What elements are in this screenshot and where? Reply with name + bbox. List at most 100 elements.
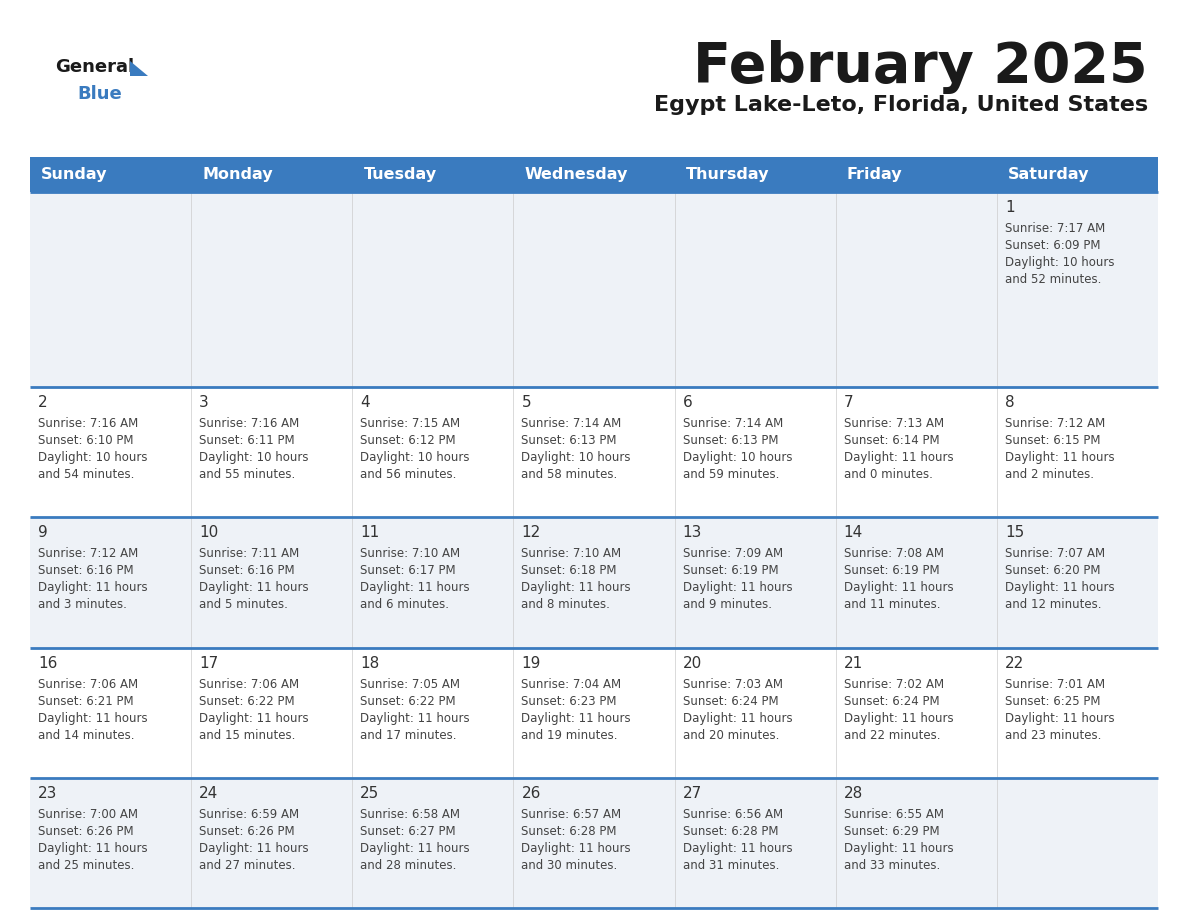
Text: Sunrise: 6:55 AM: Sunrise: 6:55 AM — [843, 808, 943, 821]
Text: Daylight: 11 hours: Daylight: 11 hours — [1005, 452, 1114, 465]
Text: and 31 minutes.: and 31 minutes. — [683, 859, 779, 872]
Text: Sunset: 6:27 PM: Sunset: 6:27 PM — [360, 824, 456, 838]
Text: and 12 minutes.: and 12 minutes. — [1005, 599, 1101, 611]
Text: Daylight: 11 hours: Daylight: 11 hours — [38, 842, 147, 855]
Text: Sunrise: 7:12 AM: Sunrise: 7:12 AM — [1005, 418, 1105, 431]
Text: Sunrise: 7:02 AM: Sunrise: 7:02 AM — [843, 677, 943, 690]
Text: Sunrise: 7:10 AM: Sunrise: 7:10 AM — [522, 547, 621, 561]
Text: and 6 minutes.: and 6 minutes. — [360, 599, 449, 611]
Text: and 17 minutes.: and 17 minutes. — [360, 729, 456, 742]
Text: Daylight: 11 hours: Daylight: 11 hours — [200, 842, 309, 855]
Text: Daylight: 11 hours: Daylight: 11 hours — [38, 581, 147, 595]
Text: Sunset: 6:10 PM: Sunset: 6:10 PM — [38, 434, 133, 447]
Text: Daylight: 10 hours: Daylight: 10 hours — [683, 452, 792, 465]
Text: 15: 15 — [1005, 525, 1024, 541]
Text: and 15 minutes.: and 15 minutes. — [200, 729, 296, 742]
Text: and 28 minutes.: and 28 minutes. — [360, 859, 456, 872]
Text: Friday: Friday — [847, 167, 903, 182]
Bar — [30, 387, 1158, 518]
Text: 2: 2 — [38, 396, 48, 410]
Text: 3: 3 — [200, 396, 209, 410]
Text: 1: 1 — [1005, 200, 1015, 215]
Text: 26: 26 — [522, 786, 541, 800]
Text: Monday: Monday — [202, 167, 273, 182]
Text: Sunrise: 7:03 AM: Sunrise: 7:03 AM — [683, 677, 783, 690]
Text: and 22 minutes.: and 22 minutes. — [843, 729, 940, 742]
Text: and 58 minutes.: and 58 minutes. — [522, 468, 618, 481]
Text: Sunset: 6:18 PM: Sunset: 6:18 PM — [522, 565, 617, 577]
Text: Sunset: 6:19 PM: Sunset: 6:19 PM — [683, 565, 778, 577]
Bar — [30, 518, 1158, 647]
Text: 27: 27 — [683, 786, 702, 800]
Text: February 2025: February 2025 — [694, 40, 1148, 94]
Text: Sunrise: 7:16 AM: Sunrise: 7:16 AM — [38, 418, 138, 431]
Text: Sunrise: 7:15 AM: Sunrise: 7:15 AM — [360, 418, 461, 431]
Text: Sunrise: 7:05 AM: Sunrise: 7:05 AM — [360, 677, 460, 690]
Text: and 54 minutes.: and 54 minutes. — [38, 468, 134, 481]
Text: 24: 24 — [200, 786, 219, 800]
Text: Egypt Lake-Leto, Florida, United States: Egypt Lake-Leto, Florida, United States — [653, 95, 1148, 115]
Text: Daylight: 10 hours: Daylight: 10 hours — [38, 452, 147, 465]
Text: Sunset: 6:14 PM: Sunset: 6:14 PM — [843, 434, 940, 447]
Text: Sunrise: 7:06 AM: Sunrise: 7:06 AM — [200, 677, 299, 690]
Text: and 9 minutes.: and 9 minutes. — [683, 599, 771, 611]
Text: Daylight: 11 hours: Daylight: 11 hours — [1005, 711, 1114, 724]
Text: and 5 minutes.: and 5 minutes. — [200, 599, 287, 611]
Text: Wednesday: Wednesday — [525, 167, 628, 182]
Text: Sunset: 6:29 PM: Sunset: 6:29 PM — [843, 824, 940, 838]
Text: Sunrise: 6:58 AM: Sunrise: 6:58 AM — [360, 808, 460, 821]
Text: and 55 minutes.: and 55 minutes. — [200, 468, 296, 481]
Text: Sunset: 6:17 PM: Sunset: 6:17 PM — [360, 565, 456, 577]
Text: and 56 minutes.: and 56 minutes. — [360, 468, 456, 481]
Text: Sunrise: 7:12 AM: Sunrise: 7:12 AM — [38, 547, 138, 561]
Text: Daylight: 11 hours: Daylight: 11 hours — [843, 842, 953, 855]
Text: 7: 7 — [843, 396, 853, 410]
Text: Sunrise: 6:56 AM: Sunrise: 6:56 AM — [683, 808, 783, 821]
Text: 14: 14 — [843, 525, 862, 541]
Text: Sunrise: 7:00 AM: Sunrise: 7:00 AM — [38, 808, 138, 821]
Text: 21: 21 — [843, 655, 862, 671]
Text: 9: 9 — [38, 525, 48, 541]
Text: Daylight: 11 hours: Daylight: 11 hours — [360, 711, 470, 724]
Text: Daylight: 10 hours: Daylight: 10 hours — [360, 452, 469, 465]
Text: and 52 minutes.: and 52 minutes. — [1005, 273, 1101, 286]
Text: and 14 minutes.: and 14 minutes. — [38, 729, 134, 742]
Text: and 0 minutes.: and 0 minutes. — [843, 468, 933, 481]
Text: Sunday: Sunday — [42, 167, 108, 182]
Text: Sunrise: 7:06 AM: Sunrise: 7:06 AM — [38, 677, 138, 690]
Text: and 25 minutes.: and 25 minutes. — [38, 859, 134, 872]
Text: 12: 12 — [522, 525, 541, 541]
Text: 17: 17 — [200, 655, 219, 671]
Text: Sunrise: 7:09 AM: Sunrise: 7:09 AM — [683, 547, 783, 561]
Text: Sunset: 6:19 PM: Sunset: 6:19 PM — [843, 565, 940, 577]
Text: Daylight: 11 hours: Daylight: 11 hours — [1005, 581, 1114, 595]
Text: Daylight: 11 hours: Daylight: 11 hours — [38, 711, 147, 724]
Text: and 59 minutes.: and 59 minutes. — [683, 468, 779, 481]
Text: Sunrise: 7:10 AM: Sunrise: 7:10 AM — [360, 547, 461, 561]
Text: Daylight: 10 hours: Daylight: 10 hours — [1005, 256, 1114, 269]
Text: Sunrise: 7:08 AM: Sunrise: 7:08 AM — [843, 547, 943, 561]
Text: 5: 5 — [522, 396, 531, 410]
Text: Daylight: 11 hours: Daylight: 11 hours — [843, 581, 953, 595]
Text: 16: 16 — [38, 655, 57, 671]
Text: Sunset: 6:16 PM: Sunset: 6:16 PM — [38, 565, 133, 577]
Text: Daylight: 10 hours: Daylight: 10 hours — [200, 452, 309, 465]
Text: Sunrise: 7:13 AM: Sunrise: 7:13 AM — [843, 418, 943, 431]
Text: 6: 6 — [683, 396, 693, 410]
Text: and 3 minutes.: and 3 minutes. — [38, 599, 127, 611]
Text: Daylight: 11 hours: Daylight: 11 hours — [200, 711, 309, 724]
Text: Saturday: Saturday — [1009, 167, 1089, 182]
Text: Tuesday: Tuesday — [364, 167, 437, 182]
Text: Sunrise: 6:59 AM: Sunrise: 6:59 AM — [200, 808, 299, 821]
Text: Sunset: 6:25 PM: Sunset: 6:25 PM — [1005, 695, 1100, 708]
Text: Daylight: 11 hours: Daylight: 11 hours — [522, 842, 631, 855]
Text: Sunset: 6:13 PM: Sunset: 6:13 PM — [683, 434, 778, 447]
Text: 19: 19 — [522, 655, 541, 671]
Text: and 8 minutes.: and 8 minutes. — [522, 599, 611, 611]
Text: General: General — [55, 58, 134, 76]
Bar — [30, 157, 1158, 192]
Text: Sunrise: 7:14 AM: Sunrise: 7:14 AM — [683, 418, 783, 431]
Text: Daylight: 11 hours: Daylight: 11 hours — [683, 842, 792, 855]
Text: and 20 minutes.: and 20 minutes. — [683, 729, 779, 742]
Text: Sunrise: 7:11 AM: Sunrise: 7:11 AM — [200, 547, 299, 561]
